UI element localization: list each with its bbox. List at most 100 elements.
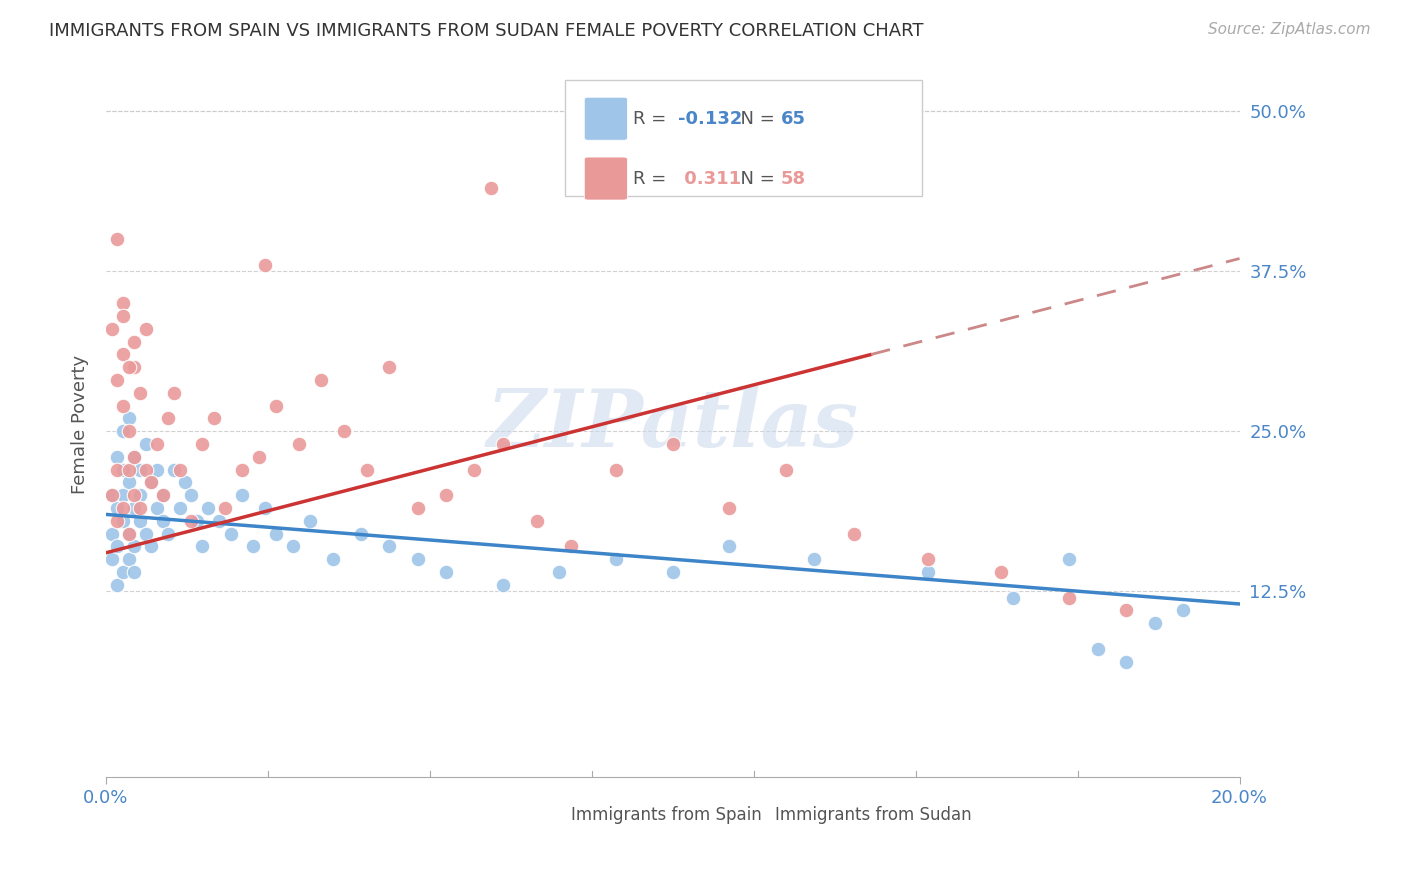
Point bbox=[141, 475, 163, 490]
Point bbox=[117, 424, 139, 438]
Point bbox=[163, 462, 186, 476]
Point bbox=[406, 501, 429, 516]
Point bbox=[122, 450, 145, 464]
Point bbox=[322, 552, 344, 566]
Point bbox=[287, 437, 309, 451]
Point bbox=[135, 462, 157, 476]
Point bbox=[146, 501, 169, 516]
Text: IMMIGRANTS FROM SPAIN VS IMMIGRANTS FROM SUDAN FEMALE POVERTY CORRELATION CHART: IMMIGRANTS FROM SPAIN VS IMMIGRANTS FROM… bbox=[49, 22, 924, 40]
Point bbox=[117, 475, 139, 490]
Point bbox=[122, 565, 145, 579]
Text: Immigrants from Sudan: Immigrants from Sudan bbox=[775, 806, 972, 824]
Point bbox=[122, 360, 145, 375]
Point bbox=[264, 399, 287, 413]
Point bbox=[197, 501, 219, 516]
Y-axis label: Female Poverty: Female Poverty bbox=[72, 355, 89, 494]
Point bbox=[1171, 603, 1194, 617]
Point bbox=[917, 552, 939, 566]
Point bbox=[1087, 641, 1109, 656]
Point bbox=[135, 322, 157, 336]
Point bbox=[191, 540, 214, 554]
Point bbox=[1059, 591, 1081, 605]
Point bbox=[350, 526, 373, 541]
Point bbox=[191, 437, 214, 451]
Point bbox=[298, 514, 321, 528]
Point bbox=[157, 526, 180, 541]
Point bbox=[1001, 591, 1024, 605]
Point bbox=[117, 360, 139, 375]
Text: Immigrants from Spain: Immigrants from Spain bbox=[571, 806, 762, 824]
Point bbox=[100, 552, 122, 566]
Text: N =: N = bbox=[730, 110, 780, 128]
FancyBboxPatch shape bbox=[585, 157, 627, 200]
Point bbox=[186, 514, 208, 528]
Point bbox=[117, 526, 139, 541]
Point bbox=[129, 488, 152, 502]
Point bbox=[842, 526, 865, 541]
Point bbox=[157, 411, 180, 425]
Point bbox=[434, 565, 457, 579]
Point bbox=[105, 501, 128, 516]
Point bbox=[333, 424, 356, 438]
Point bbox=[560, 540, 582, 554]
Point bbox=[479, 181, 502, 195]
Point bbox=[117, 526, 139, 541]
Point bbox=[378, 540, 401, 554]
Point bbox=[253, 258, 276, 272]
Point bbox=[605, 552, 627, 566]
Point bbox=[111, 501, 134, 516]
Point bbox=[231, 462, 253, 476]
Point bbox=[917, 565, 939, 579]
Point bbox=[105, 450, 128, 464]
Point bbox=[1115, 603, 1137, 617]
FancyBboxPatch shape bbox=[533, 805, 568, 830]
Point bbox=[122, 540, 145, 554]
Point bbox=[111, 399, 134, 413]
Point bbox=[242, 540, 264, 554]
Point bbox=[180, 514, 202, 528]
Point bbox=[117, 411, 139, 425]
Point bbox=[378, 360, 401, 375]
Point bbox=[129, 514, 152, 528]
Text: R =: R = bbox=[633, 169, 672, 187]
Text: R =: R = bbox=[633, 110, 672, 128]
Point bbox=[406, 552, 429, 566]
Point bbox=[105, 232, 128, 246]
Point bbox=[105, 540, 128, 554]
Point bbox=[775, 462, 797, 476]
Point bbox=[803, 552, 825, 566]
Point bbox=[146, 462, 169, 476]
Point bbox=[135, 526, 157, 541]
Point bbox=[111, 514, 134, 528]
Point bbox=[463, 462, 485, 476]
Point bbox=[141, 475, 163, 490]
FancyBboxPatch shape bbox=[565, 80, 922, 196]
Point bbox=[117, 462, 139, 476]
Point bbox=[100, 526, 122, 541]
Point bbox=[122, 501, 145, 516]
Point bbox=[105, 462, 128, 476]
Text: N =: N = bbox=[730, 169, 780, 187]
Point bbox=[122, 450, 145, 464]
Point bbox=[146, 437, 169, 451]
Point bbox=[100, 322, 122, 336]
Point bbox=[231, 488, 253, 502]
Point bbox=[100, 488, 122, 502]
Point bbox=[219, 526, 242, 541]
Point bbox=[129, 501, 152, 516]
Point bbox=[122, 488, 145, 502]
Text: -0.132: -0.132 bbox=[678, 110, 742, 128]
Point bbox=[100, 488, 122, 502]
Text: 0.311: 0.311 bbox=[678, 169, 741, 187]
Point bbox=[111, 309, 134, 323]
Point bbox=[264, 526, 287, 541]
Point bbox=[434, 488, 457, 502]
Point bbox=[548, 565, 571, 579]
Point bbox=[117, 552, 139, 566]
Point bbox=[169, 501, 191, 516]
FancyBboxPatch shape bbox=[585, 97, 627, 140]
Point bbox=[105, 373, 128, 387]
Text: ZIPatlas: ZIPatlas bbox=[486, 386, 859, 464]
Point bbox=[1115, 655, 1137, 669]
Point bbox=[122, 334, 145, 349]
